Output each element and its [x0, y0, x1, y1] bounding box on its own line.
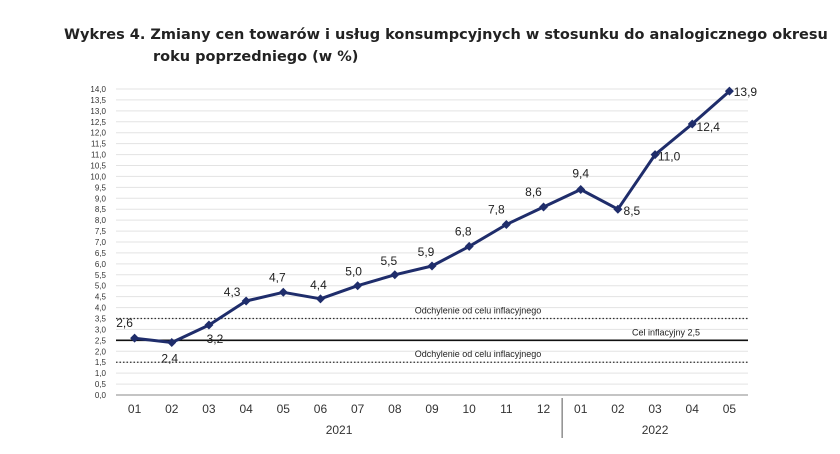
- data-point-marker: [278, 287, 288, 297]
- y-tick-label: 2,0: [95, 347, 107, 356]
- x-tick-label: 03: [202, 402, 216, 416]
- x-tick-label: 03: [648, 402, 662, 416]
- data-point-marker: [501, 220, 511, 230]
- data-point-marker: [724, 86, 734, 96]
- data-label: 4,4: [310, 278, 327, 292]
- data-label: 8,5: [624, 204, 641, 218]
- x-tick-label: 09: [425, 402, 439, 416]
- data-label: 4,3: [224, 285, 241, 299]
- data-label: 4,7: [269, 270, 286, 284]
- y-tick-label: 7,0: [95, 238, 107, 247]
- y-tick-label: 10,0: [90, 172, 106, 181]
- x-tick-label: 01: [128, 402, 142, 416]
- y-tick-label: 0,5: [95, 380, 107, 389]
- y-tick-label: 8,5: [95, 205, 107, 214]
- y-tick-label: 2,5: [95, 336, 107, 345]
- data-label: 12,4: [697, 120, 721, 134]
- y-tick-label: 8,0: [95, 216, 107, 225]
- y-tick-label: 5,5: [95, 271, 107, 280]
- y-tick-label: 14,0: [90, 85, 106, 94]
- data-point-marker: [353, 281, 363, 291]
- data-label: 6,8: [455, 224, 472, 238]
- x-tick-label: 12: [537, 402, 551, 416]
- data-point-marker: [576, 185, 586, 195]
- data-point-marker: [241, 296, 251, 306]
- data-label: 5,9: [418, 245, 435, 259]
- target-label: Cel inflacyjny 2,5: [632, 327, 700, 337]
- y-tick-label: 5,0: [95, 282, 107, 291]
- data-point-marker: [687, 119, 697, 129]
- data-label: 3,2: [207, 332, 224, 346]
- data-point-marker: [427, 261, 437, 271]
- data-point-marker: [315, 294, 325, 304]
- x-tick-label: 02: [165, 402, 179, 416]
- year-label: 2022: [642, 423, 669, 437]
- data-point-marker: [464, 241, 474, 251]
- x-tick-label: 07: [351, 402, 365, 416]
- x-tick-label: 04: [239, 402, 253, 416]
- y-tick-label: 10,5: [90, 162, 106, 171]
- y-tick-label: 9,0: [95, 194, 107, 203]
- data-label: 5,5: [380, 254, 397, 268]
- data-label: 2,4: [161, 352, 178, 366]
- chart-title-line-2: roku poprzedniego (w %): [153, 49, 359, 65]
- x-tick-label: 06: [314, 402, 328, 416]
- data-label: 2,6: [116, 316, 133, 330]
- y-tick-label: 11,0: [91, 151, 107, 160]
- x-tick-label: 01: [574, 402, 588, 416]
- y-tick-label: 6,5: [95, 249, 107, 258]
- x-tick-label: 11: [500, 402, 513, 416]
- y-tick-label: 0,0: [95, 391, 107, 400]
- y-tick-label: 3,0: [95, 325, 107, 334]
- data-point-marker: [167, 338, 177, 348]
- y-tick-label: 4,5: [95, 293, 107, 302]
- data-point-marker: [650, 150, 660, 160]
- x-tick-label: 05: [277, 402, 291, 416]
- y-tick-label: 13,5: [90, 96, 106, 105]
- x-tick-label: 05: [723, 402, 737, 416]
- y-tick-label: 12,0: [90, 129, 106, 138]
- data-label: 11,0: [658, 150, 681, 164]
- x-tick-label: 02: [611, 402, 625, 416]
- y-tick-label: 7,5: [95, 227, 107, 236]
- data-point-marker: [539, 202, 549, 212]
- y-tick-label: 12,5: [90, 118, 106, 127]
- data-point-marker: [130, 333, 140, 343]
- data-label: 7,8: [488, 203, 505, 217]
- data-point-marker: [390, 270, 400, 280]
- x-tick-label: 08: [388, 402, 402, 416]
- deviation-upper-label: Odchylenie od celu inflacyjnego: [415, 306, 542, 316]
- data-label: 5,0: [345, 265, 362, 279]
- deviation-lower-label: Odchylenie od celu inflacyjnego: [415, 349, 542, 359]
- y-tick-label: 1,0: [95, 369, 107, 378]
- year-label: 2021: [326, 423, 353, 437]
- y-tick-label: 4,0: [95, 304, 107, 313]
- data-label: 13,9: [734, 85, 758, 99]
- x-tick-label: 04: [686, 402, 700, 416]
- y-tick-label: 6,0: [95, 260, 107, 269]
- x-tick-label: 10: [462, 402, 476, 416]
- data-point-marker: [613, 204, 623, 214]
- data-label: 8,6: [525, 185, 542, 199]
- y-tick-label: 3,5: [95, 315, 107, 324]
- y-tick-label: 13,0: [90, 107, 106, 116]
- y-tick-label: 11,5: [91, 140, 107, 149]
- y-tick-label: 9,5: [95, 183, 107, 192]
- data-label: 9,4: [572, 167, 589, 181]
- chart-title-line-1: Wykres 4. Zmiany cen towarów i usług kon…: [64, 27, 828, 43]
- data-point-marker: [204, 320, 214, 330]
- y-tick-label: 1,5: [95, 358, 107, 367]
